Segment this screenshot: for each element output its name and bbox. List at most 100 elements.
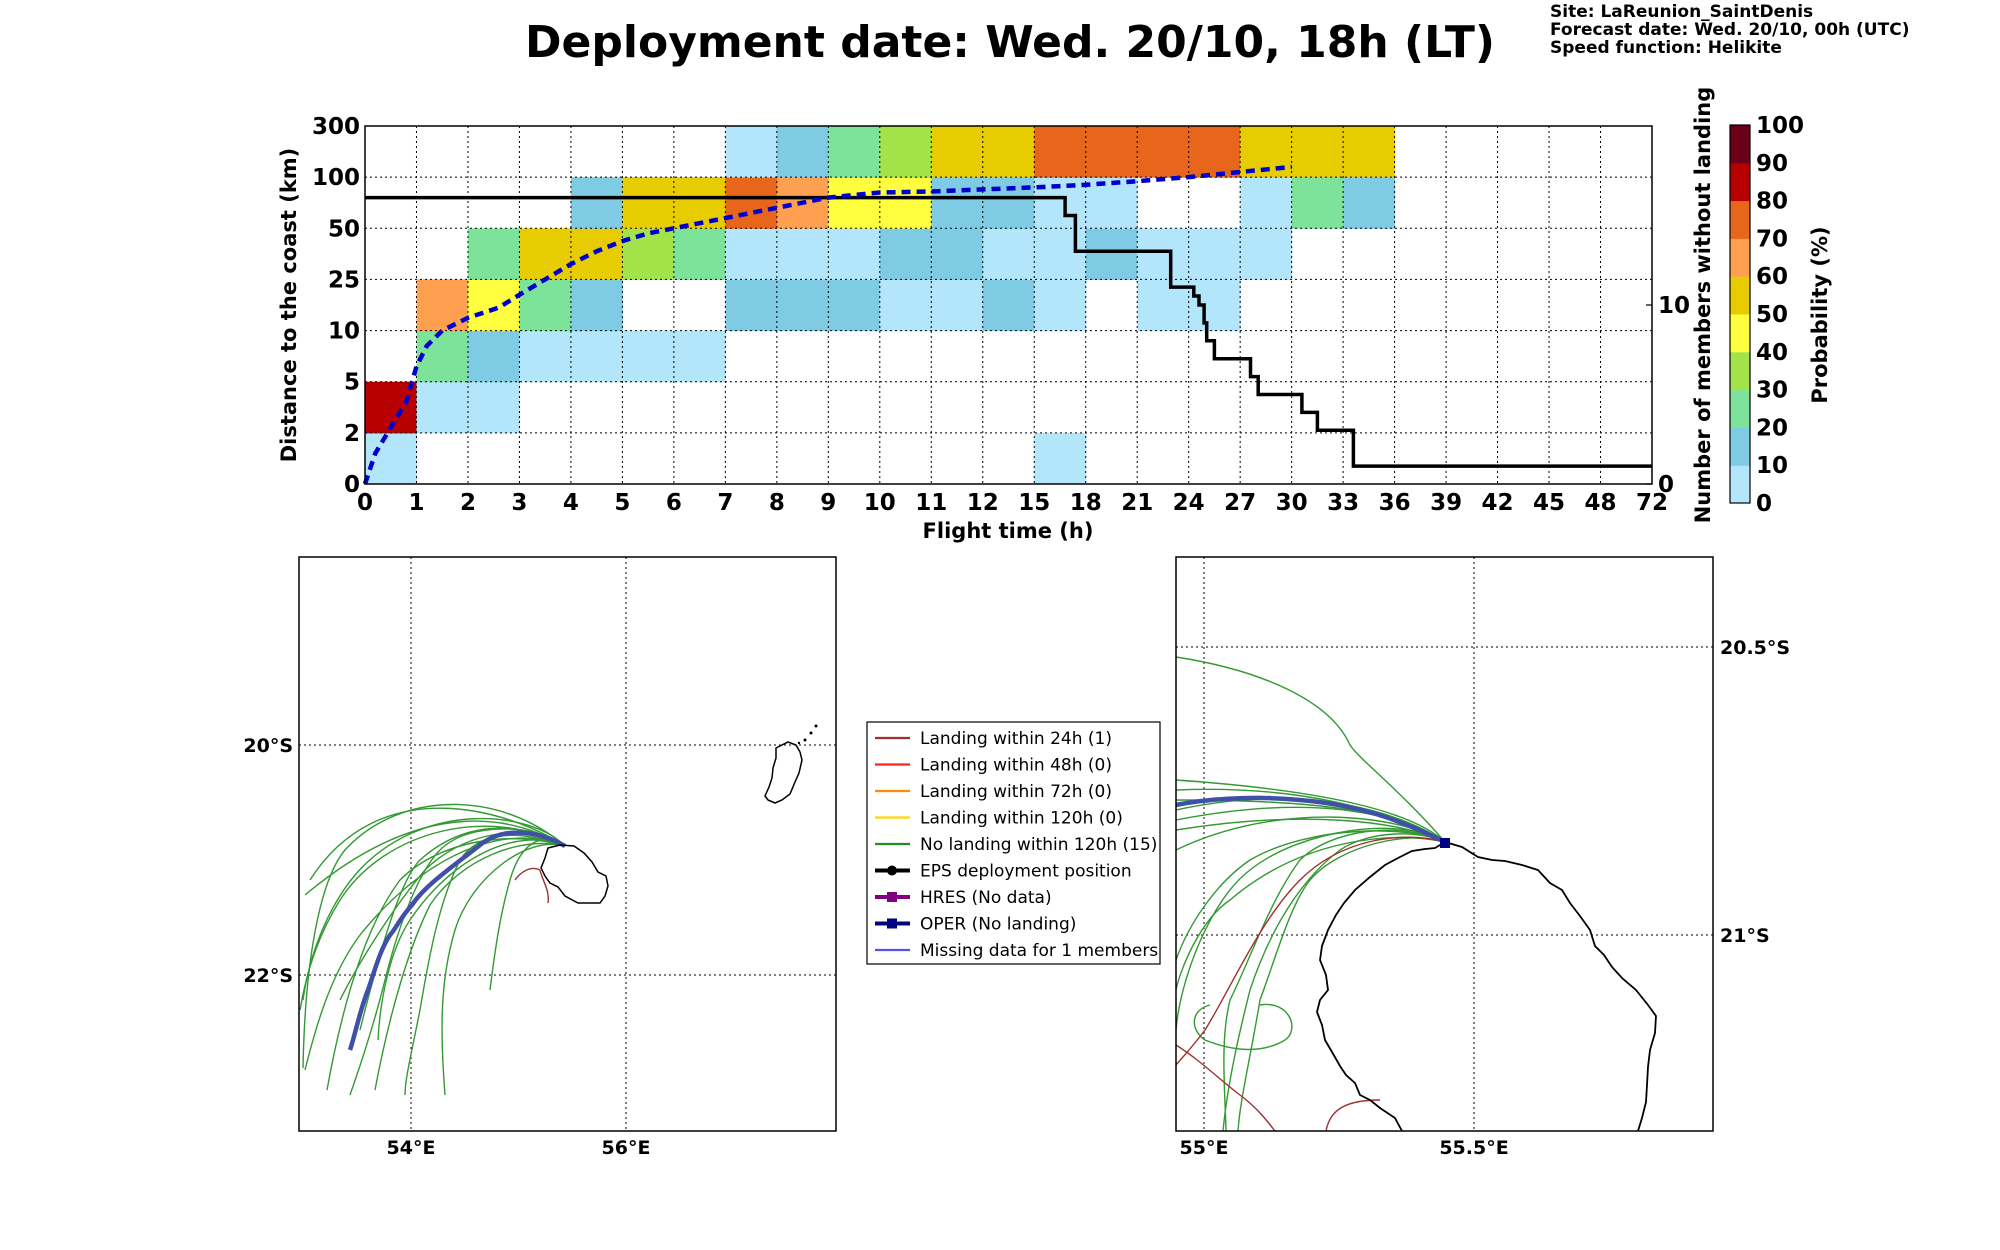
x-tick-label: 3 (511, 490, 527, 516)
heatmap-cell (1034, 279, 1087, 332)
legend-marker (887, 918, 897, 929)
heatmap-cell (1343, 126, 1396, 178)
heatmap-cell (1034, 228, 1087, 280)
heatmap-cell (828, 177, 881, 229)
heatmap-cell (1291, 126, 1344, 178)
x-tick-label: 33 (1327, 490, 1359, 516)
colorbar-segment (1730, 162, 1750, 202)
heatmap-cell (931, 126, 984, 178)
colorbar-tick-label: 50 (1756, 302, 1788, 328)
colorbar-segment (1730, 276, 1750, 315)
y-tick-label: 5 (344, 370, 360, 396)
heatmap-cell (416, 330, 469, 383)
colorbar-segment (1730, 351, 1750, 391)
heatmap-cell (1085, 177, 1138, 229)
heatmap-cell (1034, 126, 1087, 178)
x-tick-label: 42 (1482, 490, 1514, 516)
trajectory-no-landing (1222, 833, 1446, 1132)
y-tick-label: 10 (328, 319, 360, 345)
colorbar-segment (1730, 238, 1750, 277)
islet (814, 724, 818, 728)
heatmap-cell (622, 330, 675, 383)
map-left: 54°E 56°E 20°S 22°S (243, 556, 837, 1159)
trajectory-no-landing (441, 843, 566, 1096)
heatmap-lines (362, 164, 1652, 485)
colorbar-segment (1730, 200, 1750, 239)
map-left-lat-label: 22°S (243, 965, 293, 987)
y-tick-label: 50 (328, 216, 360, 242)
trajectory-no-landing (299, 825, 566, 1011)
heatmap-cell (467, 279, 520, 332)
colorbar-tick-label: 80 (1756, 189, 1788, 215)
heatmap-cell (622, 228, 675, 280)
heatmap-cell (1137, 126, 1190, 178)
x-tick-label: 2 (460, 490, 476, 516)
heatmap-cell (725, 177, 778, 229)
heatmap-cell (982, 279, 1035, 332)
x-tick-label: 9 (820, 490, 836, 516)
legend-label: Landing within 120h (0) (920, 809, 1123, 829)
heatmap-cell (982, 228, 1035, 280)
map-right-frame (1175, 556, 1714, 1132)
y2-axis-label: Number of members without landing (1691, 87, 1715, 524)
islet (809, 731, 813, 735)
x-tick-label: 5 (614, 490, 630, 516)
trajectory-no-landing (1223, 829, 1446, 1132)
heatmap-cell (879, 279, 932, 332)
heatmap-cell (1240, 228, 1293, 280)
colorbar-tick-label: 90 (1756, 151, 1788, 177)
trajectory-no-landing (302, 803, 566, 1069)
x-tick-label: 18 (1070, 490, 1102, 516)
heatmap-cell (776, 228, 829, 280)
legend-item: OPER (No landing) (875, 915, 1076, 935)
colorbar-tick-label: 100 (1756, 113, 1804, 139)
heatmap-cell (725, 228, 778, 280)
x-tick-label: 6 (666, 490, 682, 516)
colorbar-label: Probability (%) (1808, 226, 1832, 403)
left-trajectories (299, 803, 567, 1096)
legend-marker (887, 892, 897, 902)
heatmap-cell (1085, 126, 1138, 178)
trajectory-no-landing (309, 807, 566, 881)
map-left-lat-label: 20°S (243, 735, 293, 757)
right-trajectories (1175, 656, 1446, 1132)
heatmap-cell (1343, 177, 1396, 229)
legend-items: Landing within 24h (1) Landing within 48h… (875, 729, 1158, 961)
trajectory-landing-24h (514, 867, 550, 904)
trajectory-no-landing (304, 837, 566, 1071)
colorbar-tick-label: 10 (1756, 453, 1788, 479)
x-tick-label: 12 (967, 490, 999, 516)
heatmap-cell (879, 228, 932, 280)
y-tick-label: 2 (344, 421, 360, 447)
heatmap-cell (1188, 279, 1241, 332)
heatmap-cell (1137, 228, 1190, 280)
x-axis-label: Flight time (h) (923, 519, 1094, 543)
x-tick-labels: 0 1 2 3 4 5 6 7 8 9 10 11 12 15 18 21 24 27 30 33 36 39 42 45 48… (357, 490, 1668, 516)
heatmap-cell (1034, 432, 1087, 485)
heatmap-cell (982, 126, 1035, 178)
trajectory-no-landing (302, 817, 566, 1001)
colorbar-segment (1730, 389, 1750, 428)
heatmap-cell (1291, 177, 1344, 229)
heatmap-cell (570, 177, 623, 229)
trajectory-oper (1175, 795, 1446, 845)
trajectory-no-landing (326, 838, 566, 1091)
speed-info: Speed function: Helikite (1550, 38, 1782, 58)
heatmap-panel: 0 1 2 3 4 5 6 7 8 9 10 11 12 15 18 21 24 27 30 33 36 39 42 45 48… (277, 87, 1715, 543)
trajectory-no-landing (1193, 1003, 1293, 1051)
legend-label: No landing within 120h (15) (920, 835, 1157, 855)
colorbar-segment (1730, 465, 1750, 504)
legend-label: Landing within 24h (1) (920, 729, 1112, 749)
colorbar-frame (1729, 124, 1751, 504)
y-tick-label: 25 (328, 267, 360, 293)
islet (803, 738, 807, 742)
heatmap-cell (1188, 126, 1241, 178)
heatmap-cell (931, 228, 984, 280)
map-right: 55°E 55.5°E 20.5°S 21°S (1175, 556, 1790, 1159)
x-tick-label: 24 (1173, 490, 1205, 516)
trajectory-no-landing (489, 838, 566, 991)
x-tick-label: 4 (563, 490, 579, 516)
colorbar-segment (1730, 314, 1750, 353)
map-right-lon-label: 55.5°E (1439, 1137, 1508, 1159)
